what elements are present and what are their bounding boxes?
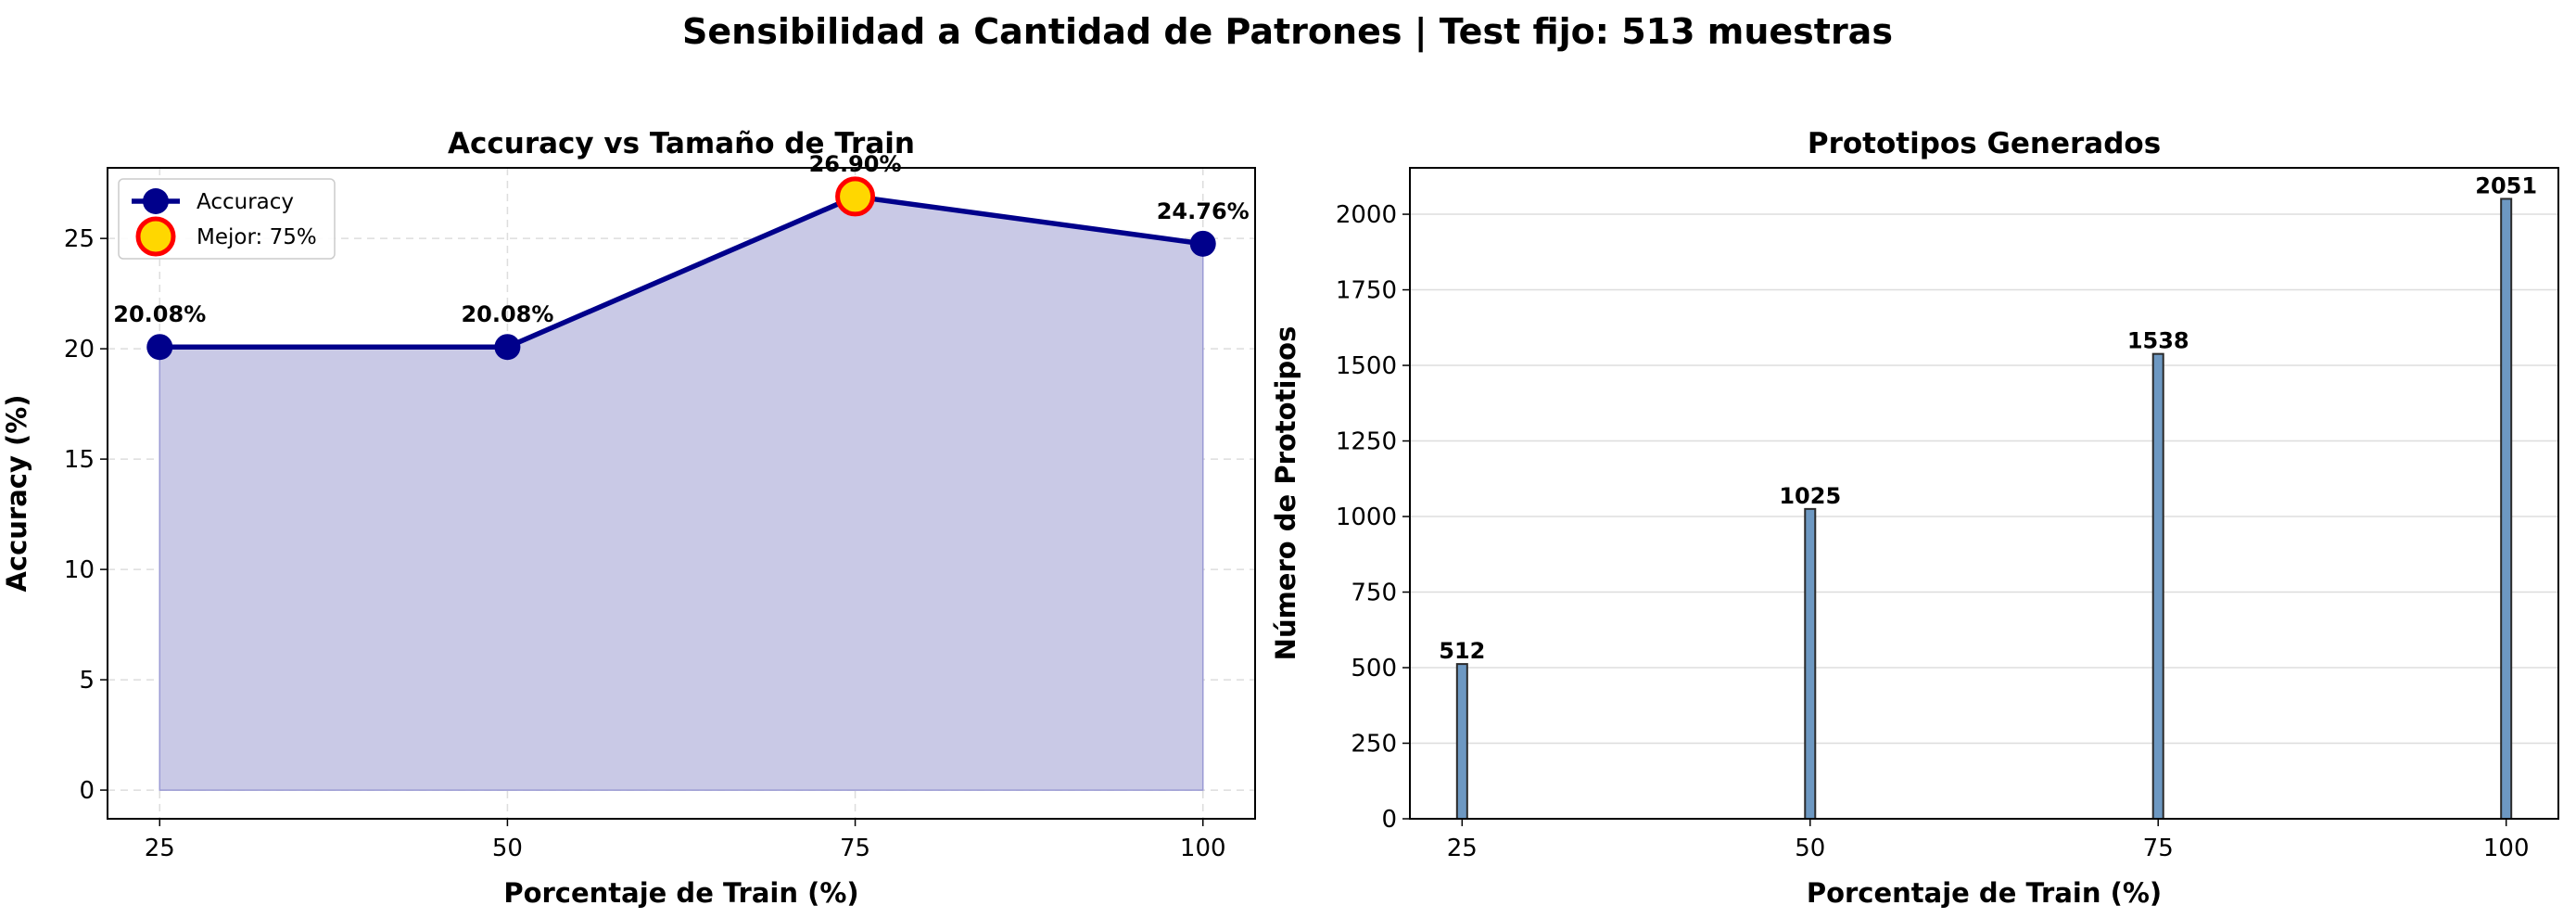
- prototypes-xtick-label: 25: [1447, 835, 1478, 862]
- accuracy-legend-point-swatch: [143, 188, 169, 214]
- prototypes-chart: Prototipos Generados Porcentaje de Train …: [1270, 127, 2559, 909]
- accuracy-ytick-label: 10: [64, 556, 95, 584]
- accuracy-xtick-label: 75: [840, 835, 870, 862]
- accuracy-title: Accuracy vs Tamaño de Train: [448, 127, 915, 160]
- prototypes-ytick-label: 1750: [1336, 277, 1397, 305]
- prototypes-ytick-label: 1000: [1336, 504, 1397, 531]
- prototypes-axes-frame: [1409, 167, 2559, 820]
- prototypes-bar: [2151, 352, 2164, 820]
- accuracy-data-label: 26.90%: [809, 151, 902, 177]
- prototypes-xtick-label: 100: [2483, 835, 2530, 862]
- accuracy-ytick-label: 20: [64, 336, 95, 363]
- accuracy-ytick-label: 25: [64, 225, 95, 253]
- accuracy-best-point: [835, 176, 876, 217]
- prototypes-ytick-label: 750: [1351, 580, 1397, 607]
- accuracy-legend-label: Accuracy: [197, 190, 294, 214]
- prototypes-xtick-label: 50: [1795, 835, 1825, 862]
- accuracy-xtick-label: 25: [145, 835, 175, 862]
- accuracy-chart: Accuracy vs Tamaño de Train Porcentaje de…: [1, 127, 1256, 909]
- accuracy-ytick-label: 15: [64, 446, 95, 474]
- prototypes-title: Prototipos Generados: [1808, 127, 2161, 160]
- accuracy-legend-label: Mejor: 75%: [197, 225, 317, 249]
- prototypes-bar: [1804, 507, 1817, 820]
- accuracy-data-label: 20.08%: [461, 301, 553, 327]
- prototypes-ytick-label: 1250: [1336, 428, 1397, 456]
- prototypes-ytick-label: 250: [1351, 731, 1397, 759]
- prototypes-ytick-label: 0: [1381, 806, 1397, 834]
- accuracy-legend-best-swatch: [135, 216, 176, 257]
- prototypes-data-label: 2051: [2475, 172, 2537, 198]
- accuracy-data-label: 20.08%: [113, 301, 206, 327]
- accuracy-data-point: [494, 334, 521, 361]
- accuracy-series-line: [159, 194, 1204, 350]
- accuracy-ytick-label: 5: [79, 667, 95, 695]
- prototypes-xlabel: Porcentaje de Train (%): [1807, 877, 2162, 909]
- prototypes-data-label: 1538: [2127, 328, 2189, 354]
- prototypes-xtick-label: 75: [2143, 835, 2174, 862]
- accuracy-ytick-label: 0: [79, 777, 95, 805]
- accuracy-data-point: [146, 334, 173, 361]
- accuracy-data-point: [1189, 230, 1216, 257]
- accuracy-data-label: 24.76%: [1157, 198, 1250, 224]
- accuracy-xlabel: Porcentaje de Train (%): [503, 877, 858, 909]
- accuracy-xtick-label: 100: [1180, 835, 1226, 862]
- prototypes-data-label: 1025: [1779, 483, 1841, 509]
- prototypes-ytick-label: 2000: [1336, 201, 1397, 229]
- prototypes-data-label: 512: [1439, 638, 1485, 664]
- prototypes-ytick-label: 1500: [1336, 352, 1397, 380]
- accuracy-ylabel: Accuracy (%): [1, 394, 32, 592]
- prototypes-bar: [1455, 663, 1468, 820]
- prototypes-ylabel: Número de Prototipos: [1270, 326, 1301, 661]
- prototypes-bar: [2500, 198, 2513, 820]
- figure-suptitle: Sensibilidad a Cantidad de Patrones | Te…: [682, 11, 1893, 53]
- prototypes-ytick-label: 500: [1351, 655, 1397, 682]
- accuracy-axes-frame: [107, 167, 1256, 820]
- accuracy-xtick-label: 50: [492, 835, 523, 862]
